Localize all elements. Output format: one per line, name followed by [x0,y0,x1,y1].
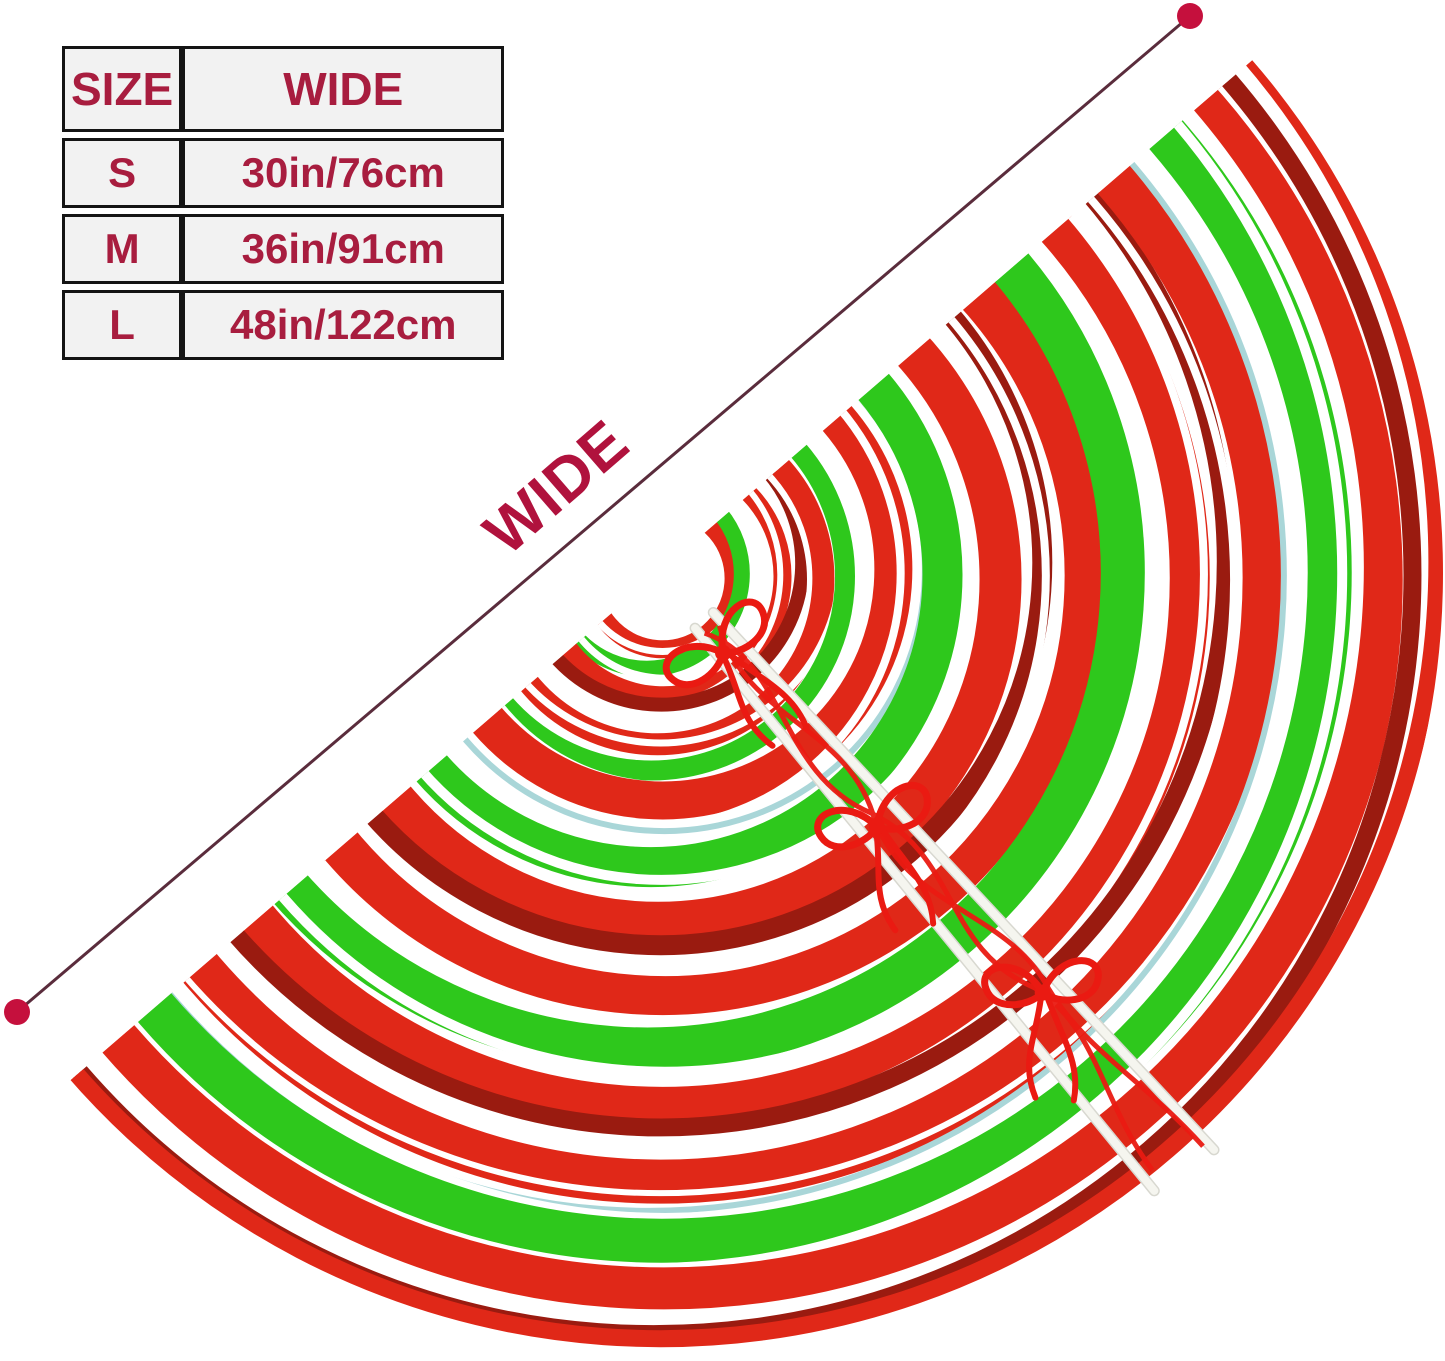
table-row: M 36in/91cm [62,214,505,284]
bow-loops [662,598,769,689]
ribbon-bow-icon [814,781,937,934]
wide-cell: 30in/76cm [182,138,505,208]
ribbon-bow-icon [981,957,1102,1104]
size-chart-table: SIZE WIDE S 30in/76cm M 36in/91cm L 48in… [62,40,505,366]
bow-loops [981,957,1102,1009]
table-row: L 48in/122cm [62,290,505,360]
bow-tail [1043,993,1079,1104]
measurement-endpoint-dot [1177,3,1203,29]
bow-tail [725,650,810,731]
size-chart-header-size: SIZE [62,46,183,132]
bow-knot [1034,984,1051,1001]
tie-strap [709,608,1219,1154]
wide-cell: 36in/91cm [182,214,505,284]
size-cell: L [62,290,183,360]
size-chart-header-row: SIZE WIDE [62,46,505,132]
wide-cell: 48in/122cm [182,290,505,360]
skirt-slit-decoration [662,598,1220,1197]
bow-knot [868,818,885,835]
table-row: S 30in/76cm [62,138,505,208]
tie-strap [691,624,1159,1195]
size-cell: S [62,138,183,208]
measurement-endpoint-dot [4,999,30,1025]
measurement-line [16,14,1191,1014]
bow-tail [873,828,899,934]
bow-knot [715,644,732,661]
ribbon-bow-icon [662,598,810,749]
size-cell: M [62,214,183,284]
ribbon-lacing [703,625,1205,1172]
bow-tail [1026,993,1045,1101]
bow-tail [878,826,937,927]
size-chart-header-wide: WIDE [182,46,505,132]
bow-loops [814,781,931,851]
bow-tail [720,654,776,749]
